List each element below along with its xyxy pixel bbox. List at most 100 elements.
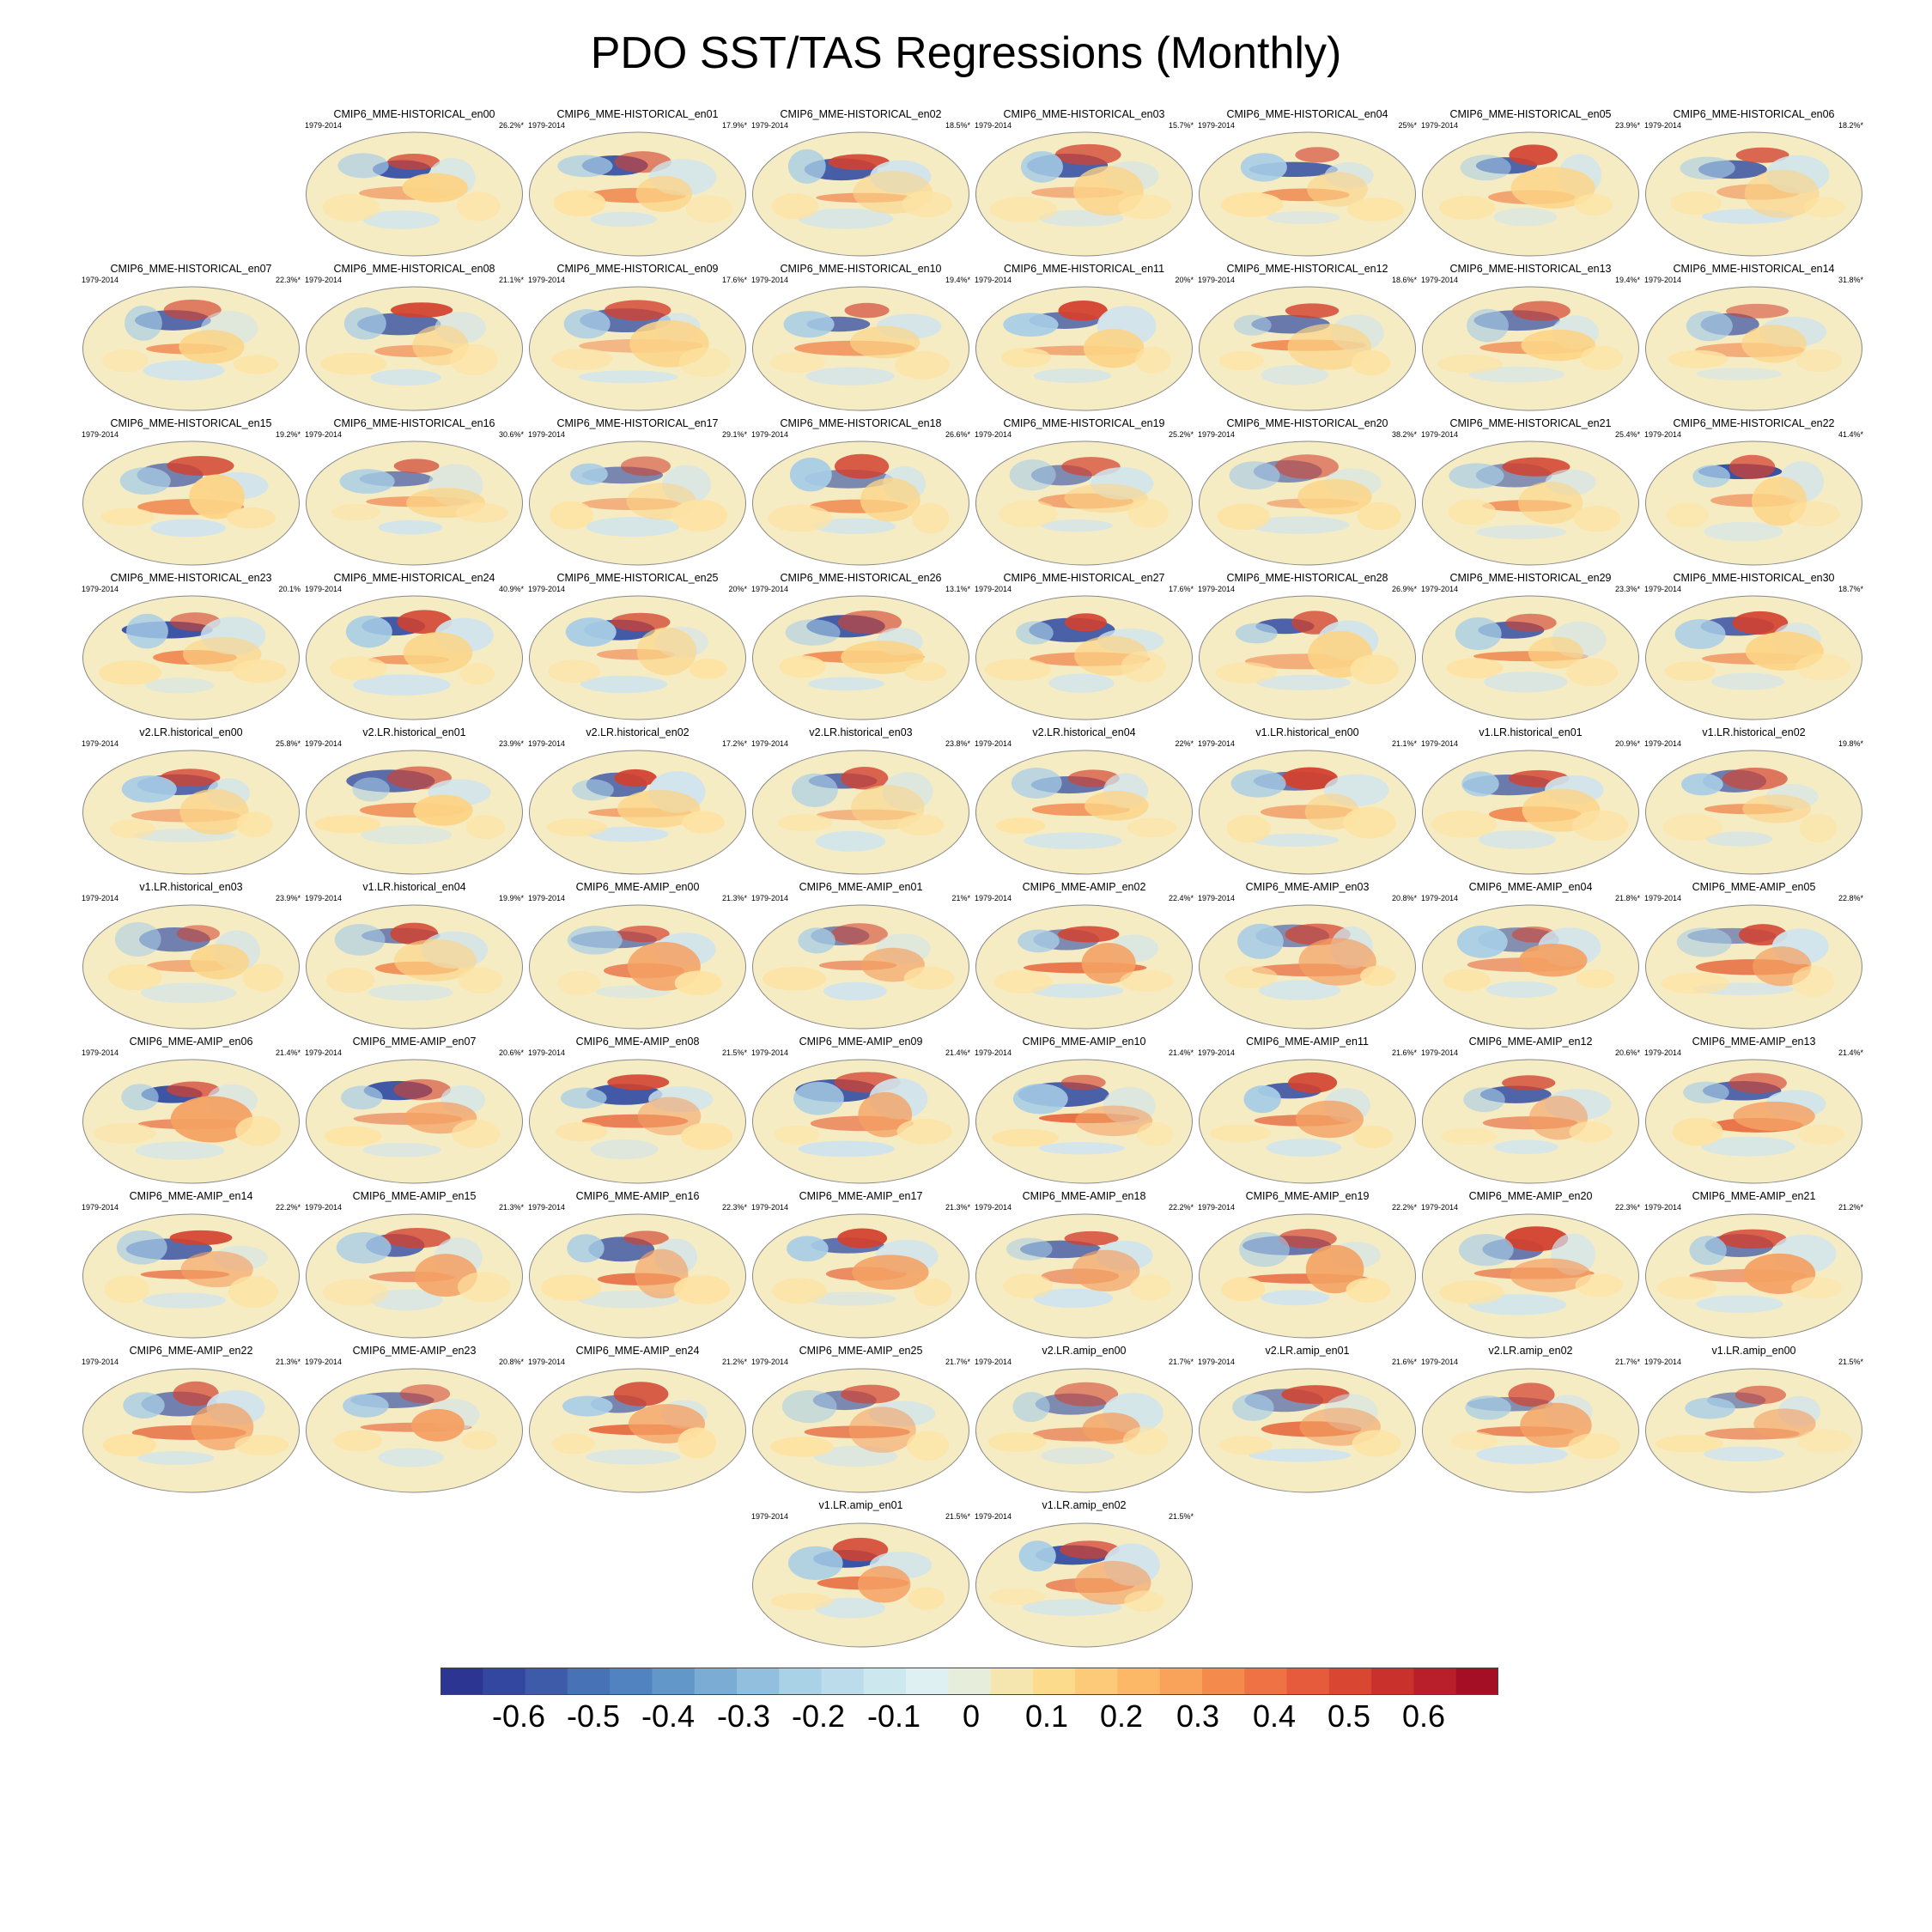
panel-percent: 17.6%* xyxy=(722,276,747,284)
regression-map xyxy=(305,749,524,876)
regression-map xyxy=(1421,903,1640,1030)
regression-map xyxy=(82,440,301,567)
panel-period: 1979-2014 xyxy=(975,1048,1012,1057)
panel-period: 1979-2014 xyxy=(1421,1358,1458,1366)
panel-percent: 22.8%* xyxy=(1838,894,1863,902)
panel-percent: 22.2%* xyxy=(1169,1203,1194,1212)
panel-percent: 20%* xyxy=(1175,276,1194,284)
map-panel: CMIP6_MME-HISTORICAL_en25 1979-2014 20%* xyxy=(528,572,747,721)
panel-percent: 25%* xyxy=(1398,121,1417,130)
regression-map xyxy=(751,1367,970,1494)
map-panel: CMIP6_MME-AMIP_en17 1979-2014 21.3%* xyxy=(751,1190,970,1340)
map-panel: CMIP6_MME-AMIP_en19 1979-2014 22.2%* xyxy=(1198,1190,1417,1340)
map-panel: CMIP6_MME-HISTORICAL_en09 1979-2014 17.6%* xyxy=(528,263,747,412)
panel-period: 1979-2014 xyxy=(305,585,342,593)
map-panel: v1.LR.historical_en03 1979-2014 23.9%* xyxy=(82,881,301,1030)
panel-percent: 30.6%* xyxy=(499,430,524,439)
panel-percent: 21.1%* xyxy=(499,276,524,284)
panel-title: v2.LR.historical_en04 xyxy=(975,726,1194,738)
regression-map xyxy=(1644,1058,1863,1185)
panel-title: CMIP6_MME-HISTORICAL_en22 xyxy=(1644,417,1863,429)
panel-title: v1.LR.historical_en02 xyxy=(1644,726,1863,738)
panel-period: 1979-2014 xyxy=(528,1358,565,1366)
colorbar-tick-label: -0.5 xyxy=(567,1698,620,1735)
map-panel: CMIP6_MME-AMIP_en23 1979-2014 20.8%* xyxy=(305,1345,524,1494)
regression-map xyxy=(751,440,970,567)
colorbar-swatch xyxy=(1202,1668,1245,1695)
regression-map xyxy=(1421,131,1640,258)
panel-period: 1979-2014 xyxy=(1198,585,1235,593)
panel-period: 1979-2014 xyxy=(82,1048,118,1057)
panel-percent: 38.2%* xyxy=(1392,430,1417,439)
panel-percent: 29.1%* xyxy=(722,430,747,439)
panel-title: CMIP6_MME-AMIP_en08 xyxy=(528,1036,747,1048)
map-panel: CMIP6_MME-HISTORICAL_en03 1979-2014 15.7%* xyxy=(975,108,1194,258)
panel-percent: 23.9%* xyxy=(276,894,301,902)
regression-map xyxy=(975,1212,1194,1340)
colorbar-swatch xyxy=(864,1668,907,1695)
colorbar-swatch xyxy=(1329,1668,1372,1695)
panel-period: 1979-2014 xyxy=(1644,276,1681,284)
panel-title: CMIP6_MME-AMIP_en04 xyxy=(1421,881,1640,893)
panel-title: CMIP6_MME-AMIP_en01 xyxy=(751,881,970,893)
colorbar-swatch xyxy=(737,1668,780,1695)
panel-period: 1979-2014 xyxy=(528,585,565,593)
panel-period: 1979-2014 xyxy=(305,1203,342,1212)
map-panel: v1.LR.amip_en01 1979-2014 21.5%* xyxy=(751,1499,970,1649)
panel-period: 1979-2014 xyxy=(82,430,118,439)
panel-title: CMIP6_MME-AMIP_en00 xyxy=(528,881,747,893)
map-panel: CMIP6_MME-AMIP_en14 1979-2014 22.2%* xyxy=(82,1190,301,1340)
regression-map xyxy=(1421,1058,1640,1185)
panel-period: 1979-2014 xyxy=(1644,585,1681,593)
colorbar-tick-label: 0.1 xyxy=(1025,1698,1068,1735)
panel-title: CMIP6_MME-HISTORICAL_en03 xyxy=(975,108,1194,120)
colorbar-swatch xyxy=(1033,1668,1076,1695)
regression-map xyxy=(305,903,524,1030)
panel-title: CMIP6_MME-AMIP_en03 xyxy=(1198,881,1417,893)
panel-title: CMIP6_MME-HISTORICAL_en11 xyxy=(975,263,1194,275)
panel-period: 1979-2014 xyxy=(1644,739,1681,748)
panel-title: CMIP6_MME-AMIP_en18 xyxy=(975,1190,1194,1202)
colorbar-tick-label: 0.5 xyxy=(1327,1698,1370,1735)
panel-title: v1.LR.historical_en00 xyxy=(1198,726,1417,738)
regression-map xyxy=(1644,440,1863,567)
map-panel: CMIP6_MME-HISTORICAL_en27 1979-2014 17.6%* xyxy=(975,572,1194,721)
map-panel: CMIP6_MME-HISTORICAL_en26 1979-2014 13.1%* xyxy=(751,572,970,721)
panel-title: CMIP6_MME-HISTORICAL_en23 xyxy=(82,572,301,584)
panel-percent: 22.3%* xyxy=(722,1203,747,1212)
panel-period: 1979-2014 xyxy=(528,1203,565,1212)
panel-percent: 21.4%* xyxy=(276,1048,301,1057)
colorbar-swatch xyxy=(822,1668,865,1695)
map-panel: v1.LR.historical_en01 1979-2014 20.9%* xyxy=(1421,726,1640,876)
map-panel: CMIP6_MME-AMIP_en16 1979-2014 22.3%* xyxy=(528,1190,747,1340)
panel-percent: 22.2%* xyxy=(1392,1203,1417,1212)
page-title: PDO SST/TAS Regressions (Monthly) xyxy=(0,27,1932,79)
panel-period: 1979-2014 xyxy=(1198,1048,1235,1057)
regression-map xyxy=(751,285,970,412)
panel-title: CMIP6_MME-HISTORICAL_en25 xyxy=(528,572,747,584)
panel-title: CMIP6_MME-HISTORICAL_en24 xyxy=(305,572,524,584)
map-panel: v1.LR.historical_en04 1979-2014 19.9%* xyxy=(305,881,524,1030)
colorbar-swatch xyxy=(695,1668,738,1695)
panel-title: v2.LR.amip_en02 xyxy=(1421,1345,1640,1357)
panel-period: 1979-2014 xyxy=(1421,430,1458,439)
regression-map xyxy=(975,1058,1194,1185)
panel-period: 1979-2014 xyxy=(1644,121,1681,130)
map-panel: CMIP6_MME-AMIP_en18 1979-2014 22.2%* xyxy=(975,1190,1194,1340)
panel-period: 1979-2014 xyxy=(82,1203,118,1212)
regression-map xyxy=(975,594,1194,721)
regression-map xyxy=(82,594,301,721)
panel-period: 1979-2014 xyxy=(82,739,118,748)
panel-percent: 17.2%* xyxy=(722,739,747,748)
map-panel: CMIP6_MME-AMIP_en20 1979-2014 22.3%* xyxy=(1421,1190,1640,1340)
panel-period: 1979-2014 xyxy=(751,121,788,130)
panel-period: 1979-2014 xyxy=(751,1512,788,1521)
regression-map xyxy=(1198,594,1417,721)
colorbar-tick-label: -0.4 xyxy=(641,1698,695,1735)
panel-title: CMIP6_MME-AMIP_en25 xyxy=(751,1345,970,1357)
regression-map xyxy=(82,1212,301,1340)
panel-percent: 20.6%* xyxy=(499,1048,524,1057)
colorbar-swatch xyxy=(1075,1668,1118,1695)
panel-period: 1979-2014 xyxy=(751,276,788,284)
colorbar-tick-label: -0.6 xyxy=(492,1698,545,1735)
